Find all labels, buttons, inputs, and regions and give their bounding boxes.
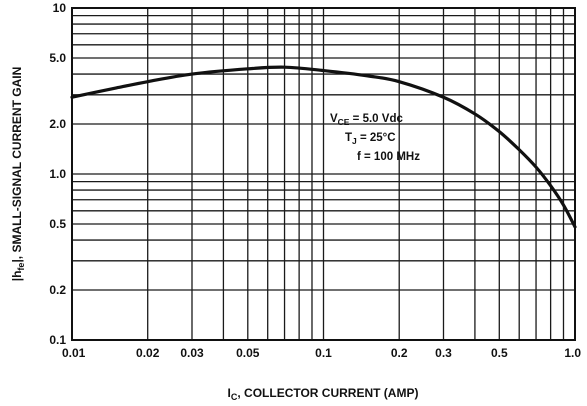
y-tick-labels: 10 5.0 2.0 1.0 0.5 0.2 0.1 bbox=[49, 1, 66, 347]
x-tick-label: 0.1 bbox=[315, 346, 332, 360]
plot-frame bbox=[71, 7, 576, 341]
annotation-frequency: f = 100 MHz bbox=[357, 151, 420, 163]
y-tick-label: 2.0 bbox=[49, 117, 66, 131]
y-tick-label: 1.0 bbox=[49, 167, 66, 181]
x-axis-title: IC, COLLECTOR CURRENT (AMP) bbox=[228, 386, 419, 402]
hfe-curve bbox=[70, 65, 577, 229]
series bbox=[70, 65, 577, 229]
y-axis-title: |hfe|, SMALL-SIGNAL CURRENT GAIN bbox=[10, 67, 26, 282]
y-tick-label: 0.1 bbox=[49, 333, 66, 347]
x-tick-label: 0.03 bbox=[180, 346, 204, 360]
y-tick-label: 5.0 bbox=[49, 51, 66, 65]
grid bbox=[72, 8, 575, 340]
x-tick-label: 0.5 bbox=[491, 346, 508, 360]
y-tick-label: 0.5 bbox=[49, 217, 66, 231]
y-tick-label: 0.2 bbox=[49, 283, 66, 297]
x-tick-label: 0.01 bbox=[62, 346, 86, 360]
x-tick-label: 0.2 bbox=[391, 346, 408, 360]
x-tick-label: 1.0 bbox=[564, 346, 581, 360]
annotation-tj: TJ = 25°C bbox=[345, 132, 396, 146]
y-tick-label: 10 bbox=[53, 1, 67, 15]
x-tick-label: 0.02 bbox=[136, 346, 160, 360]
x-tick-label: 0.05 bbox=[236, 346, 260, 360]
condition-annotations: VCE = 5.0 Vdc TJ = 25°C f = 100 MHz bbox=[330, 113, 420, 163]
x-tick-label: 0.3 bbox=[435, 346, 452, 360]
annotation-vce: VCE = 5.0 Vdc bbox=[330, 113, 403, 127]
x-tick-labels: 0.01 0.02 0.03 0.05 0.1 0.2 0.3 0.5 1.0 bbox=[62, 346, 581, 360]
